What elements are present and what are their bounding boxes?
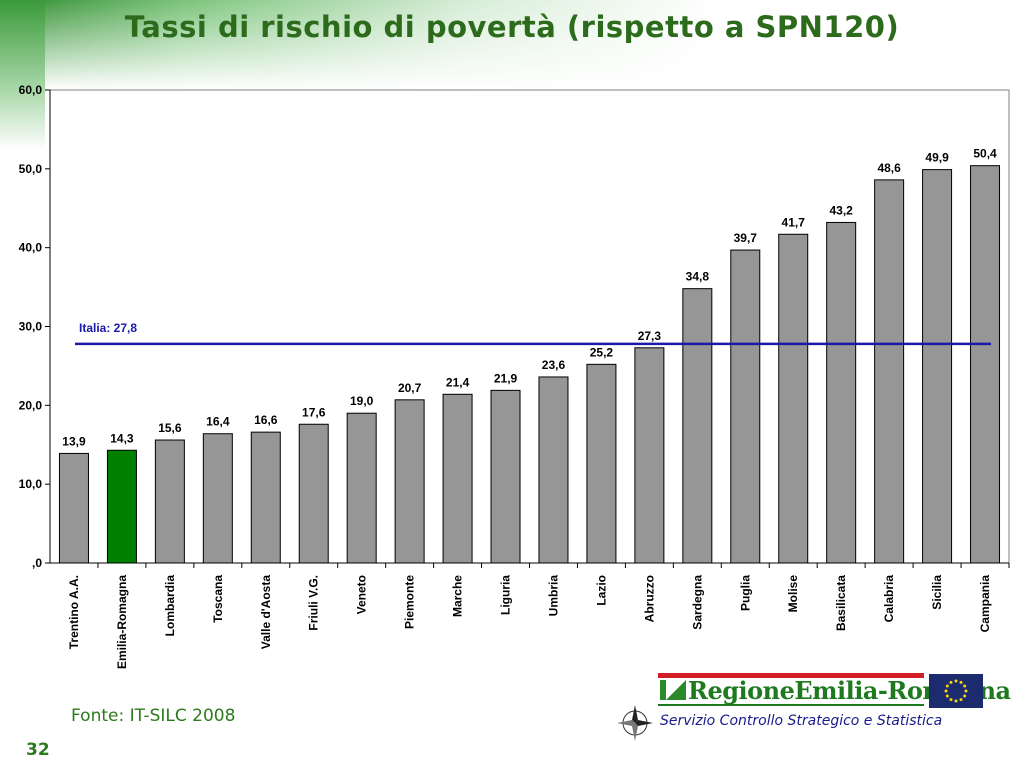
plot-area [49, 89, 1010, 564]
y-tick-label: ,0 [32, 556, 42, 570]
bar [490, 389, 521, 564]
bar [538, 376, 569, 564]
eu-star [945, 684, 949, 688]
category-label: Liguria [499, 575, 513, 615]
bar [394, 399, 425, 564]
y-tick-label: 20,0 [19, 398, 43, 412]
source-note: Fonte: IT-SILC 2008 [71, 706, 236, 726]
bar [970, 165, 1001, 564]
bar [682, 288, 713, 564]
eu-star [945, 694, 949, 698]
data-label: 13,9 [62, 434, 86, 448]
eu-star [963, 694, 967, 698]
y-tick-label: 50,0 [19, 162, 43, 176]
category-label: Lombardia [163, 575, 177, 637]
eu-flag-icon [929, 674, 983, 708]
data-label: 16,4 [206, 415, 230, 429]
eu-star [949, 698, 953, 702]
service-name: Servizio Controllo Strategico e Statisti… [660, 713, 943, 729]
header-background [0, 0, 1024, 90]
data-label: 39,7 [734, 231, 758, 245]
bar [586, 363, 617, 564]
category-label: Piemonte [403, 575, 417, 629]
data-label: 19,0 [350, 394, 374, 408]
bar-chart: ,0 10,0 20,0 30,0 40,0 50,0 60,0 13,9 Trentino A… [19, 83, 1010, 669]
bar [58, 452, 89, 564]
data-label: 50,4 [973, 147, 997, 161]
data-label: 21,4 [446, 375, 470, 389]
data-label: 23,6 [542, 358, 566, 372]
bar [106, 449, 137, 564]
data-label: 20,7 [398, 381, 422, 395]
eu-star [959, 680, 963, 684]
bar [298, 423, 329, 564]
category-label: Basilicata [834, 575, 848, 631]
y-tick-label: 40,0 [19, 241, 43, 255]
page-title: Tassi di rischio di povertà (rispetto a … [124, 10, 900, 44]
compass-icon [617, 705, 653, 741]
bar [874, 179, 905, 564]
regione-logo-icon [660, 680, 686, 700]
logo-red-bar [658, 673, 924, 678]
category-label: Toscana [211, 575, 225, 623]
data-label: 49,9 [925, 151, 949, 165]
category-label: Umbria [546, 575, 560, 617]
data-label: 16,6 [254, 413, 278, 427]
bar [778, 233, 809, 564]
category-label: Calabria [882, 575, 896, 623]
eu-star [959, 698, 963, 702]
eu-star [964, 689, 968, 693]
bar [730, 249, 761, 564]
category-label: Campania [978, 575, 992, 633]
data-label: 48,6 [877, 161, 901, 175]
bar [154, 439, 185, 564]
logo-underline [658, 704, 924, 706]
data-label: 15,6 [158, 421, 182, 435]
bar [826, 221, 857, 564]
category-label: Marche [451, 575, 465, 617]
bar [346, 412, 377, 564]
category-label: Trentino A.A. [67, 575, 81, 649]
page-number: 32 [26, 740, 50, 760]
category-label: Lazio [594, 575, 608, 606]
category-label: Puglia [738, 575, 752, 611]
eu-star [963, 684, 967, 688]
eu-star [949, 680, 953, 684]
eu-star [954, 679, 958, 683]
data-label: 14,3 [110, 431, 134, 445]
y-tick-label: 10,0 [19, 477, 43, 491]
data-label: 43,2 [829, 203, 853, 217]
left-decoration [0, 0, 45, 150]
category-label: Emilia-Romagna [115, 575, 129, 669]
bar [442, 393, 473, 564]
category-label: Valle d'Aosta [259, 575, 273, 650]
y-tick-label: 30,0 [19, 320, 43, 334]
category-label: Friuli V.G. [307, 575, 321, 631]
eu-star [954, 699, 958, 703]
data-label: 41,7 [782, 215, 806, 229]
data-label: 27,3 [638, 329, 662, 343]
reference-line-label: Italia: 27,8 [79, 321, 137, 335]
bar [922, 169, 953, 564]
bar [634, 347, 665, 564]
category-label: Molise [786, 575, 800, 613]
category-label: Abruzzo [642, 575, 656, 622]
data-label: 25,2 [590, 345, 614, 359]
bar [250, 431, 281, 564]
category-label: Veneto [355, 575, 369, 614]
data-label: 17,6 [302, 405, 326, 419]
bar [202, 433, 233, 564]
eu-star [944, 689, 948, 693]
data-label: 21,9 [494, 371, 518, 385]
category-label: Sardegna [690, 575, 704, 630]
category-label: Sicilia [930, 575, 944, 610]
data-label: 34,8 [686, 270, 710, 284]
y-tick-label: 60,0 [19, 83, 43, 97]
